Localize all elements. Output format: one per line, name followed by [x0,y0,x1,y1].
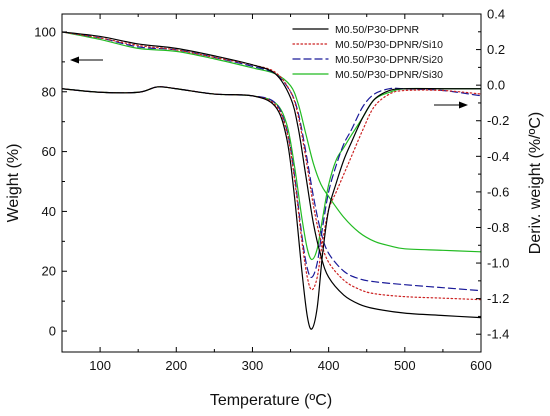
series-4-dtg-line [62,86,481,261]
y-right-tick-label: 0.4 [487,7,505,22]
series-2-tg-line [62,31,481,301]
legend-label-4: M0.50/P30-DPNR/Si30 [335,69,443,81]
y-right-tick-label: -0.4 [487,149,509,164]
y-right-tick-label: -0.6 [487,184,509,199]
left-axis-arrow [70,56,103,64]
series-2-dtg-line [62,86,481,291]
y-left-tick-label: 20 [42,264,56,279]
series-4-tg-line [62,31,481,253]
series-1-tg-line [62,31,481,319]
legend-label-1: M0.50/P30-DPNR [335,24,419,36]
x-tick-label: 400 [318,358,340,373]
axis-tick-labels: 100 200 300 400 500 600 0 20 40 60 80 100 -1.4 -1.2 -1… [34,7,509,374]
legend: M0.50/P30-DPNR M0.50/P30-DPNR/Si10 M0.50/P… [292,24,443,81]
y-right-tick-label: -0.8 [487,220,509,235]
y-right-tick-label: -1.4 [487,327,509,342]
plot-frame [61,13,482,353]
legend-label-3: M0.50/P30-DPNR/Si20 [335,54,443,66]
plot-lines [62,31,481,330]
x-tick-label: 300 [242,358,264,373]
y-left-tick-label: 60 [42,144,56,159]
x-tick-label: 200 [165,358,187,373]
x-tick-label: 100 [89,358,111,373]
y-right-tick-label: -0.2 [487,113,509,128]
y-left-tick-label: 0 [49,324,56,339]
x-axis-title: Temperature (ºC) [210,392,332,409]
series-1-dtg-line [62,86,481,330]
y-right-tick-label: -1.0 [487,256,509,271]
right-axis-arrow [434,101,468,109]
legend-label-2: M0.50/P30-DPNR/Si10 [335,39,443,51]
series-3-dtg-line [62,86,481,279]
y-axis-right-title: Deriv. weight (%/ºC) [527,112,544,254]
x-tick-label: 600 [470,358,492,373]
y-left-tick-label: 40 [42,204,56,219]
y-left-tick-label: 100 [34,24,56,39]
y-right-tick-label: 0.2 [487,42,505,57]
y-axis-left-title: Weight (%) [5,144,22,223]
y-right-tick-label: 0.0 [487,78,505,93]
axis-ticks [61,13,482,353]
y-right-tick-label: -1.2 [487,291,509,306]
x-tick-label: 500 [394,358,416,373]
y-left-tick-label: 80 [42,84,56,99]
